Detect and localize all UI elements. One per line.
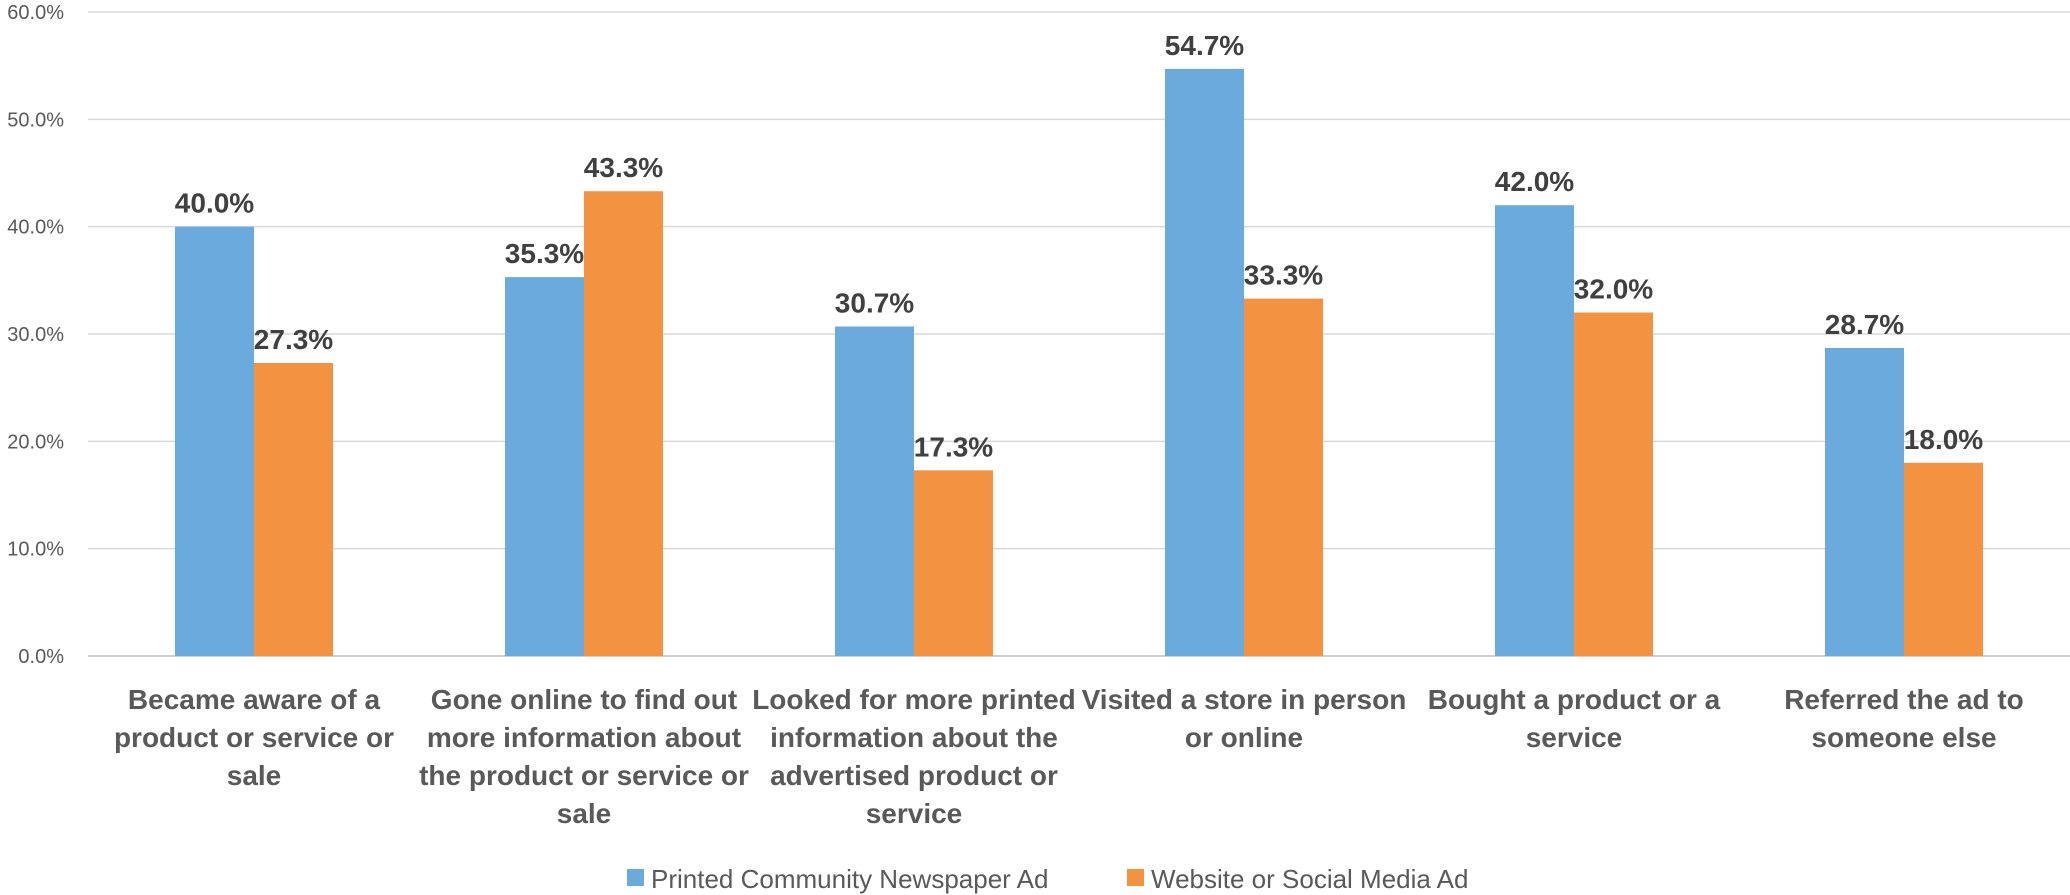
bar: [505, 277, 584, 656]
bar: [1165, 68, 1244, 657]
bars: [175, 68, 1983, 657]
y-tick-label: 60.0%: [7, 2, 64, 24]
data-label: 27.3%: [254, 324, 333, 355]
data-label: 28.7%: [1825, 309, 1904, 340]
data-label: 33.3%: [1244, 260, 1323, 291]
category-label: product or service or: [114, 722, 394, 753]
data-label: 35.3%: [505, 238, 584, 269]
bar: [1825, 347, 1904, 656]
category-label: Referred the ad to: [1784, 684, 2024, 715]
y-tick-label: 40.0%: [7, 217, 64, 239]
category-label: sale: [557, 798, 612, 829]
legend-swatch: [627, 869, 644, 886]
bar: [1495, 205, 1574, 656]
data-label: 54.7%: [1165, 30, 1244, 61]
bar: [835, 326, 914, 656]
y-axis-ticks: 0.0% 10.0% 20.0% 30.0% 40.0% 50.0% 60.0%: [7, 2, 64, 668]
bar: [584, 191, 663, 656]
data-label: 18.0%: [1904, 424, 1983, 455]
data-label: 43.3%: [584, 152, 663, 183]
category-label: Gone online to find out: [431, 684, 737, 715]
bar: [1574, 312, 1653, 656]
bar: [1244, 298, 1323, 656]
data-label: 17.3%: [914, 431, 993, 462]
data-label: 42.0%: [1495, 166, 1574, 197]
category-label: service: [1526, 722, 1623, 753]
gridlines: [88, 11, 2070, 657]
bar: [254, 362, 333, 656]
data-label: 40.0%: [175, 188, 254, 219]
category-label: Looked for more printed: [752, 684, 1076, 715]
bar: [914, 470, 993, 656]
y-tick-label: 50.0%: [7, 109, 64, 131]
category-label: Visited a store in person: [1082, 684, 1407, 715]
y-tick-label: 30.0%: [7, 324, 64, 346]
category-label: service: [866, 798, 963, 829]
category-label: Bought a product or a: [1428, 684, 1721, 715]
legend: Printed Community Newspaper Ad Website or…: [627, 864, 1468, 894]
category-label: someone else: [1811, 722, 1996, 753]
category-label: the product or service or: [419, 760, 749, 791]
category-label: more information about: [427, 722, 741, 753]
data-label: 30.7%: [835, 287, 914, 318]
y-tick-label: 10.0%: [7, 539, 64, 561]
data-labels: 40.0% 35.3% 30.7% 54.7% 42.0% 28.7% 27.3% 43.3%…: [175, 30, 1983, 462]
category-label: Became aware of a: [128, 684, 381, 715]
legend-label: Website or Social Media Ad: [1151, 864, 1468, 894]
bar: [1904, 462, 1983, 656]
y-tick-label: 20.0%: [7, 431, 64, 453]
category-label: or online: [1185, 722, 1303, 753]
category-label: sale: [227, 760, 282, 791]
data-label: 32.0%: [1574, 274, 1653, 305]
legend-label: Printed Community Newspaper Ad: [651, 864, 1048, 894]
y-tick-label: 0.0%: [18, 646, 64, 668]
category-label: advertised product or: [770, 760, 1058, 791]
category-labels: Became aware of a product or service or sa…: [114, 684, 2024, 829]
bar: [175, 226, 254, 656]
category-label: information about the: [770, 722, 1058, 753]
legend-swatch: [1127, 869, 1144, 886]
